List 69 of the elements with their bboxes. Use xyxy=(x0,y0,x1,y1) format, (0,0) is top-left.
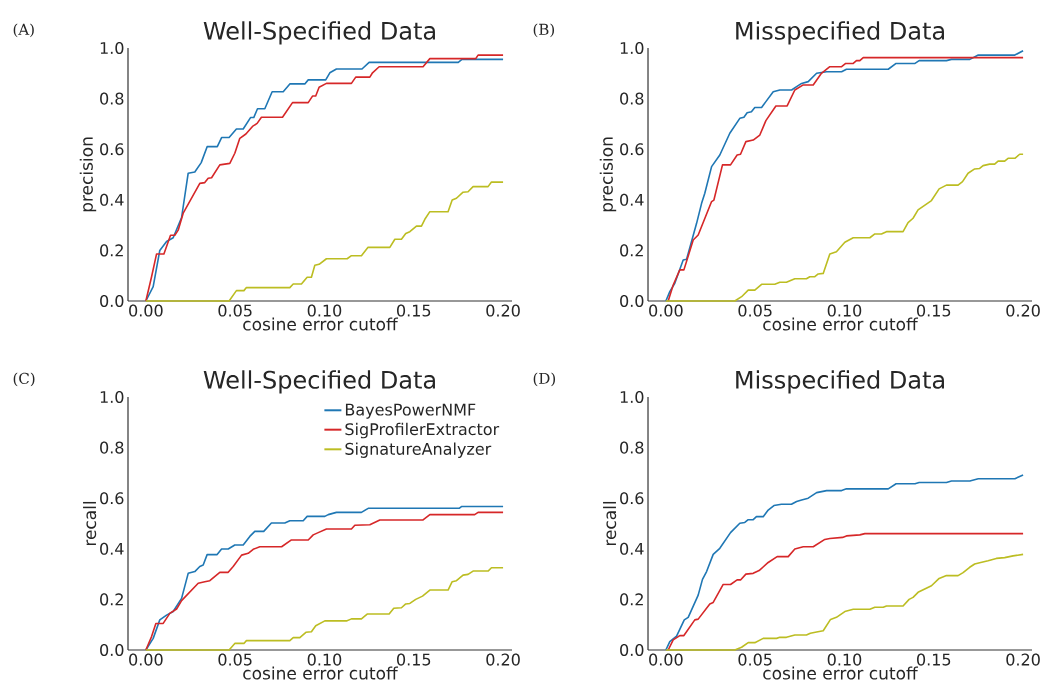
line-series xyxy=(665,153,1024,302)
y-tick-label: 0.6 xyxy=(620,492,644,505)
y-axis-title: recall xyxy=(603,501,617,546)
x-tick-label: 0.05 xyxy=(738,304,772,317)
chart-title: Misspecified Data xyxy=(736,370,944,394)
x-tick-label: 0.10 xyxy=(307,304,342,317)
chart-title: Well-Specified Data xyxy=(203,21,435,45)
y-tick-label: 0.4 xyxy=(620,193,644,206)
y-tick-label: 0.6 xyxy=(100,492,124,505)
y-tick-label: 0.0 xyxy=(620,294,644,308)
legend-label: SignatureAnalyzer xyxy=(345,442,492,458)
legend-label: SigProfilerExtractor xyxy=(345,422,500,439)
y-tick-label: 0.0 xyxy=(100,643,124,657)
x-tick-label: 0.20 xyxy=(486,653,520,666)
y-axis-title: precision xyxy=(79,137,97,212)
x-tick-label: 0.20 xyxy=(1006,304,1040,317)
chart-title: Misspecified Data xyxy=(736,21,944,45)
x-tick-label: 0.05 xyxy=(738,653,772,666)
y-tick-label: 0.2 xyxy=(620,593,643,606)
x-axis-title: cosine error cutoff xyxy=(763,666,919,680)
line-series xyxy=(665,553,1024,651)
legend-label: BayesPowerNMF xyxy=(345,403,476,419)
y-tick-label: 0.2 xyxy=(620,244,643,257)
x-tick-label: 0.15 xyxy=(397,304,431,317)
x-axis-title: cosine error cutoff xyxy=(763,317,919,331)
x-tick-label: 0.00 xyxy=(129,304,163,317)
x-tick-label: 0.00 xyxy=(649,653,683,666)
x-tick-label: 0.15 xyxy=(397,653,431,666)
y-tick-label: 0.0 xyxy=(620,643,644,657)
x-tick-label: 0.10 xyxy=(827,304,862,317)
x-tick-label: 0.05 xyxy=(218,304,252,317)
text: (C) xyxy=(13,372,35,387)
y-tick-label: 1.0 xyxy=(100,41,124,55)
x-axis-title: cosine error cutoff xyxy=(243,317,399,331)
text: (A) xyxy=(13,23,34,38)
text: (D) xyxy=(533,372,556,387)
chart-title: Well-Specified Data xyxy=(203,370,435,394)
y-tick-label: 0.2 xyxy=(100,244,123,257)
y-tick-label: 0.8 xyxy=(620,441,644,454)
text: (B) xyxy=(533,23,555,38)
y-tick-label: 0.4 xyxy=(100,193,124,206)
x-tick-label: 0.00 xyxy=(129,653,163,666)
y-tick-label: 0.6 xyxy=(620,143,644,156)
line-series xyxy=(667,532,1024,651)
x-tick-label: 0.20 xyxy=(1006,653,1040,666)
x-axis-title: cosine error cutoff xyxy=(243,666,399,680)
y-axis-title: recall xyxy=(83,501,97,546)
x-tick-label: 0.10 xyxy=(307,653,342,666)
y-axis-title: precision xyxy=(599,137,617,212)
line-series xyxy=(665,474,1024,651)
y-tick-label: 1.0 xyxy=(620,41,644,55)
y-tick-label: 0.8 xyxy=(100,441,124,454)
x-tick-label: 0.05 xyxy=(218,653,252,666)
y-tick-label: 0.8 xyxy=(620,92,644,105)
x-tick-label: 0.20 xyxy=(486,304,520,317)
x-tick-label: 0.00 xyxy=(649,304,683,317)
y-tick-label: 0.8 xyxy=(100,92,124,105)
y-tick-label: 0.6 xyxy=(100,143,124,156)
y-tick-label: 1.0 xyxy=(620,390,644,404)
y-tick-label: 1.0 xyxy=(100,390,124,404)
line-series xyxy=(145,566,504,651)
y-tick-label: 0.4 xyxy=(100,542,124,555)
x-tick-label: 0.15 xyxy=(917,304,951,317)
y-tick-label: 0.2 xyxy=(100,593,123,606)
x-tick-label: 0.10 xyxy=(827,653,862,666)
line-series xyxy=(145,181,504,302)
y-tick-label: 0.4 xyxy=(620,542,644,555)
x-tick-label: 0.15 xyxy=(917,653,951,666)
y-tick-label: 0.0 xyxy=(100,294,124,308)
